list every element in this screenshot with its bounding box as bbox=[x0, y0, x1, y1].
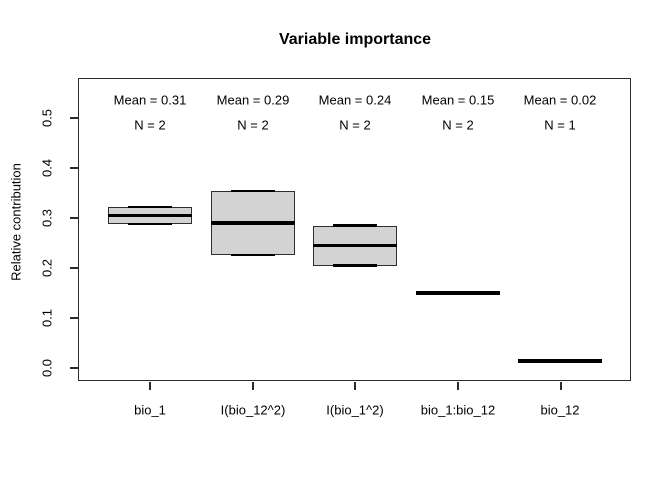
mean-annotation: Mean = 0.31 bbox=[113, 92, 187, 108]
whisker-staple-lower bbox=[128, 222, 172, 226]
mean-annotation: Mean = 0.24 bbox=[318, 92, 392, 108]
mean-line bbox=[211, 221, 295, 225]
y-tick-mark bbox=[70, 167, 78, 169]
mean-annotation: Mean = 0.15 bbox=[421, 92, 495, 108]
mean-annotation: Mean = 0.02 bbox=[523, 92, 597, 108]
collapsed-box-line bbox=[518, 358, 602, 363]
y-tick-label: 0.5 bbox=[39, 108, 55, 128]
x-tick-label: bio_1:bio_12 bbox=[420, 402, 496, 418]
x-tick-mark bbox=[457, 382, 459, 390]
y-tick-mark bbox=[70, 217, 78, 219]
y-tick-mark bbox=[70, 117, 78, 119]
collapsed-box-line bbox=[416, 291, 500, 295]
whisker-staple-lower bbox=[231, 253, 275, 257]
n-annotation: N = 2 bbox=[442, 117, 474, 133]
x-tick-label: bio_1 bbox=[134, 402, 166, 418]
mean-line bbox=[313, 243, 397, 248]
x-tick-mark bbox=[252, 382, 254, 390]
mean-line bbox=[108, 213, 192, 218]
whisker-staple-upper bbox=[333, 224, 377, 227]
n-annotation: N = 1 bbox=[544, 117, 576, 133]
x-tick-mark bbox=[560, 382, 562, 390]
chart-title: Variable importance bbox=[278, 31, 432, 48]
y-tick-mark bbox=[70, 317, 78, 319]
n-annotation: N = 2 bbox=[134, 117, 166, 133]
x-tick-label: I(bio_12^2) bbox=[220, 402, 286, 418]
y-tick-label: 0.0 bbox=[39, 358, 55, 378]
x-tick-label: I(bio_1^2) bbox=[326, 402, 384, 418]
mean-annotation: Mean = 0.29 bbox=[216, 92, 290, 108]
n-annotation: N = 2 bbox=[237, 117, 269, 133]
y-tick-mark bbox=[70, 367, 78, 369]
y-tick-label: 0.2 bbox=[39, 258, 55, 278]
whisker-staple-upper bbox=[231, 189, 275, 193]
x-tick-mark bbox=[149, 382, 151, 390]
x-tick-mark bbox=[354, 382, 356, 390]
y-tick-label: 0.3 bbox=[39, 208, 55, 228]
y-axis-title: Relative contribution bbox=[8, 163, 24, 281]
whisker-staple-upper bbox=[128, 205, 172, 209]
x-tick-label: bio_12 bbox=[540, 402, 580, 418]
y-tick-mark bbox=[70, 267, 78, 269]
whisker-staple-lower bbox=[333, 264, 377, 267]
y-tick-label: 0.4 bbox=[39, 158, 55, 178]
n-annotation: N = 2 bbox=[339, 117, 371, 133]
y-tick-label: 0.1 bbox=[39, 308, 55, 328]
